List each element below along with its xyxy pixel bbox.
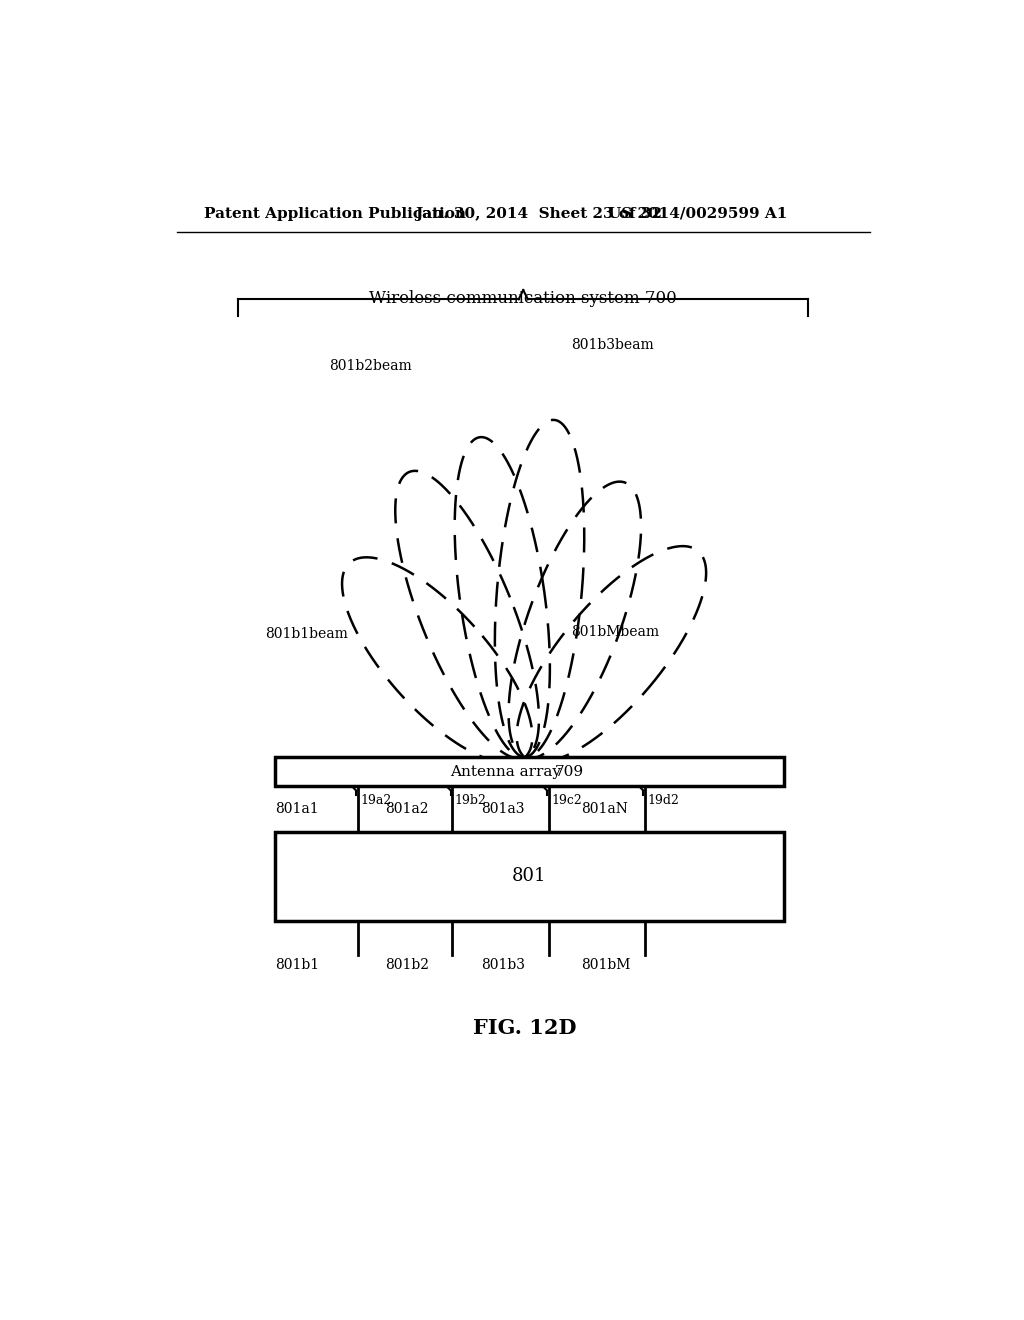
Text: 801b3: 801b3	[481, 958, 525, 973]
Text: 801a1: 801a1	[275, 803, 318, 816]
Text: 801bMbeam: 801bMbeam	[571, 624, 659, 639]
Text: Wireless communication system 700: Wireless communication system 700	[370, 290, 677, 308]
Text: Jan. 30, 2014  Sheet 23 of 32: Jan. 30, 2014 Sheet 23 of 32	[416, 207, 663, 220]
Text: 19d2: 19d2	[647, 793, 679, 807]
Text: US 2014/0029599 A1: US 2014/0029599 A1	[608, 207, 787, 220]
Bar	[275, 758, 783, 785]
Text: 801a2: 801a2	[385, 803, 428, 816]
Bar	[275, 832, 783, 921]
Text: 801b3beam: 801b3beam	[571, 338, 653, 351]
Text: Patent Application Publication: Patent Application Publication	[204, 207, 466, 220]
Text: 801bM: 801bM	[581, 958, 631, 973]
Text: FIG. 12D: FIG. 12D	[473, 1019, 577, 1039]
Text: 19b2: 19b2	[455, 793, 486, 807]
Text: Antenna array: Antenna array	[450, 764, 566, 779]
Text: 801b2beam: 801b2beam	[330, 359, 412, 374]
Text: 801b2: 801b2	[385, 958, 429, 973]
Text: 709: 709	[555, 764, 584, 779]
Text: 19c2: 19c2	[551, 793, 582, 807]
Text: 19a2: 19a2	[360, 793, 391, 807]
Text: 801aN: 801aN	[581, 803, 628, 816]
Text: 801: 801	[512, 867, 547, 886]
Text: 801a3: 801a3	[481, 803, 524, 816]
Text: 801b1: 801b1	[275, 958, 319, 973]
Text: 801b1beam: 801b1beam	[265, 627, 348, 642]
